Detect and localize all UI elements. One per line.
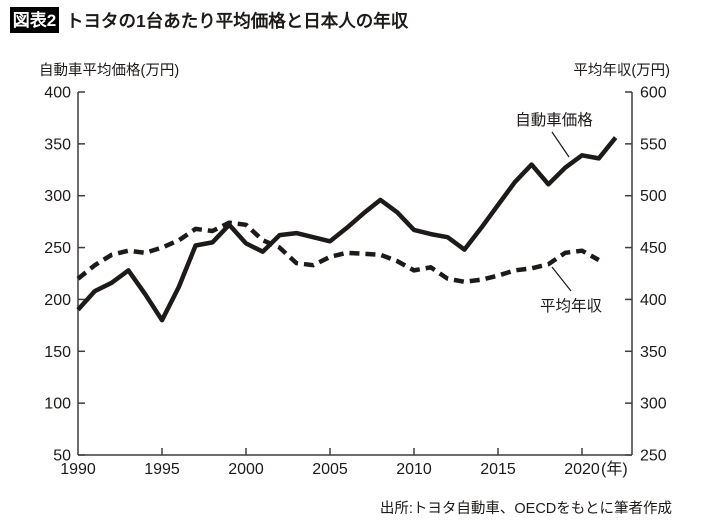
figure-badge-label: 図表2 xyxy=(13,10,56,30)
right-axis-tick-label: 250 xyxy=(640,448,667,465)
right-axis-tick-label: 350 xyxy=(640,344,667,361)
right-axis-tick-label: 500 xyxy=(640,188,667,205)
plot-area: 400 350 300 250 200 150 100 50 600 550 500 450 400 35… xyxy=(44,85,667,479)
left-axis-title: 自動車平均価格(万円) xyxy=(39,62,179,79)
right-axis-tick-label: 400 xyxy=(640,292,667,309)
income-series-label: 平均年収 xyxy=(540,297,603,315)
price-annotation-leader-line xyxy=(551,131,570,158)
car-price-line xyxy=(76,136,618,323)
left-axis-tick-label: 400 xyxy=(44,85,71,102)
page-title: トヨタの1台あたり平均価格と日本人の年収 xyxy=(66,11,409,31)
x-axis-tick-label: 2000 xyxy=(228,461,264,478)
x-axis-tick-label: 1995 xyxy=(144,461,180,478)
figure-badge-background xyxy=(10,7,59,33)
left-axis-tick-label: 50 xyxy=(53,448,71,465)
x-axis-tick-label: 2005 xyxy=(312,461,348,478)
left-axis-tick-label: 150 xyxy=(44,344,71,361)
left-axis-tick-label: 200 xyxy=(44,292,71,309)
income-line xyxy=(76,220,600,285)
left-axis-tick-label: 350 xyxy=(44,136,71,153)
income-annotation-leader-line xyxy=(551,266,572,292)
left-axis-tick-label: 100 xyxy=(44,396,71,413)
left-axis-tick-label: 250 xyxy=(44,240,71,257)
x-axis-tick-label: 1990 xyxy=(60,461,96,478)
right-axis-tick-label: 550 xyxy=(640,136,667,153)
right-axis-tick-label: 450 xyxy=(640,240,667,257)
x-axis-tick-label: 2020 xyxy=(564,461,600,478)
right-axis-tick-label: 300 xyxy=(640,396,667,413)
left-axis-tick-label: 300 xyxy=(44,188,71,205)
x-axis-tick-label: 2015 xyxy=(480,461,516,478)
price-series-label: 自動車価格 xyxy=(515,111,593,129)
right-axis-tick-label: 600 xyxy=(640,85,667,102)
x-axis-unit-label: (年) xyxy=(601,460,628,478)
right-axis-title: 平均年収(万円) xyxy=(573,62,670,79)
x-axis-tick-label: 2010 xyxy=(396,461,432,478)
source-note: 出所:トヨタ自動車、OECDをもとに筆者作成 xyxy=(380,500,672,517)
